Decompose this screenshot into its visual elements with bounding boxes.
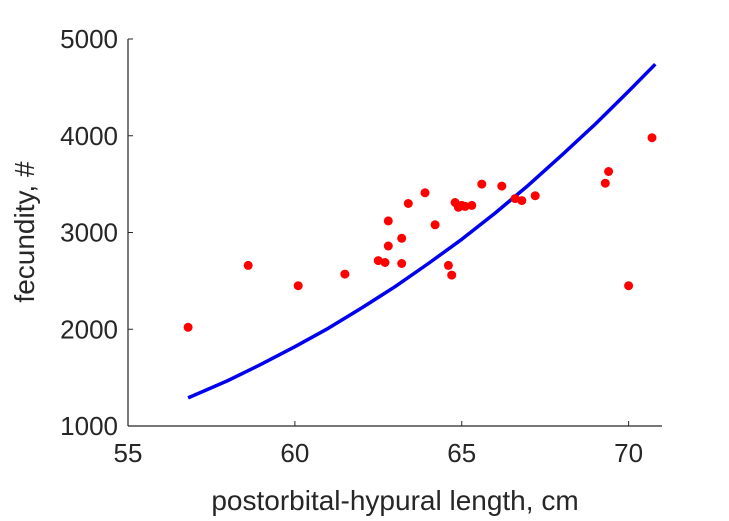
data-point xyxy=(460,201,470,211)
plot-points xyxy=(183,133,657,332)
plot-lines xyxy=(187,62,657,400)
data-point xyxy=(624,281,634,291)
data-point xyxy=(477,179,487,189)
data-point xyxy=(403,199,413,208)
data-point xyxy=(183,322,193,332)
data-point xyxy=(600,178,610,188)
data-point xyxy=(430,220,440,230)
x-tick-label: 70 xyxy=(614,438,643,468)
x-tick-label: 65 xyxy=(447,438,476,468)
data-point xyxy=(243,260,253,270)
data-point xyxy=(340,269,350,279)
data-point xyxy=(517,196,527,206)
data-point xyxy=(380,258,390,267)
data-point xyxy=(447,270,457,280)
x-axis-label: postorbital-hypural length, cm xyxy=(211,485,578,516)
y-tick-label: 2000 xyxy=(60,314,118,344)
y-tick-label: 5000 xyxy=(60,24,118,54)
data-point xyxy=(293,281,303,291)
ticks: 55 60 65 70 1000 2000 3000 4000 5000 xyxy=(60,24,643,468)
data-point xyxy=(397,259,407,268)
data-point xyxy=(530,191,540,201)
data-point xyxy=(383,216,393,226)
y-tick-label: 3000 xyxy=(60,218,118,248)
y-tick-label: 4000 xyxy=(60,121,118,151)
data-point xyxy=(604,167,614,176)
x-tick-label: 55 xyxy=(114,438,143,468)
y-tick-label: 1000 xyxy=(60,411,118,441)
x-tick-label: 60 xyxy=(280,438,309,468)
data-point xyxy=(647,133,657,143)
data-point xyxy=(467,200,477,210)
data-point xyxy=(420,188,430,198)
y-axis-label: fecundity, # xyxy=(9,161,40,303)
data-point xyxy=(397,233,407,243)
data-point xyxy=(383,241,393,251)
fit-curve xyxy=(187,62,657,400)
axes xyxy=(127,39,662,427)
data-point xyxy=(443,260,453,270)
data-point xyxy=(497,181,507,191)
